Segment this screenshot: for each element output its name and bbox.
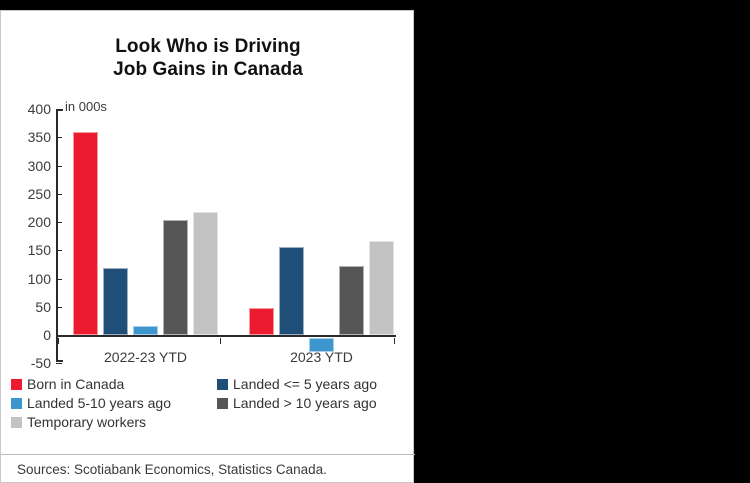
y-axis-line [56, 109, 58, 362]
y-axis-tick-label: 400 [27, 101, 51, 117]
legend-label: Landed > 10 years ago [233, 395, 377, 411]
zero-baseline [56, 335, 396, 338]
y-axis-tick-label: 100 [27, 270, 51, 287]
y-axis-tick-label: 300 [27, 157, 51, 174]
y-axis-tickmark [56, 250, 62, 252]
y-axis-tick-label: -50 [30, 355, 51, 372]
x-axis-label-2022-23-ytd: 2022-23 YTD [103, 349, 188, 365]
legend-label: Landed <= 5 years ago [233, 376, 378, 392]
bar-landed-5-years-ago-2023-ytd [279, 246, 304, 335]
y-axis-tick-label: 0 [43, 327, 51, 343]
chart-title: Look Who is Driving Job Gains in Canada [1, 35, 415, 81]
legend-item-temporary-workers: Temporary workers [11, 414, 217, 430]
legend-swatch-icon [217, 397, 228, 409]
bar-landed-5-years-ago-2022-23-ytd [103, 267, 128, 335]
bar-born-in-canada-2022-23-ytd [73, 132, 98, 335]
y-axis-tickmark [56, 165, 62, 167]
y-axis-tickmark [56, 137, 62, 139]
y-axis-tick-label: 200 [27, 214, 51, 230]
x-axis-tickmark [394, 338, 396, 344]
bar-series-group [1, 11, 415, 411]
chart-legend: Born in Canada Landed <= 5 years ago Lan… [11, 376, 409, 433]
legend-label: Landed 5-10 years ago [27, 395, 171, 411]
y-axis-tickmark [56, 193, 62, 195]
legend-row-1: Born in Canada Landed <= 5 years ago [11, 376, 409, 392]
legend-swatch-icon [11, 378, 22, 390]
y-axis-tick-label: 50 [35, 298, 51, 315]
bar-temporary-workers-2023-ytd [369, 241, 394, 335]
y-axis-tick-label: 350 [27, 129, 51, 146]
y-axis-tickmark [56, 306, 62, 308]
y-axis-tickmark [56, 222, 62, 223]
y-axis-tickmark [56, 363, 62, 365]
legend-item-landed-lte-5-years: Landed <= 5 years ago [217, 376, 407, 392]
y-axis-tickmark [56, 278, 62, 280]
bar-landed-5-10-years-ago-2023-ytd [309, 338, 334, 353]
bar-landed-5-10-years-ago-2022-23-ytd [133, 325, 158, 335]
source-divider [1, 454, 415, 455]
bar-landed-10-years-ago-2022-23-ytd [163, 220, 188, 335]
chart-title-line-2: Job Gains in Canada [113, 59, 303, 80]
legend-swatch-icon [11, 397, 22, 409]
y-axis-labels: 400 350 300 250 200 150 100 50 0 -50 [1, 11, 51, 411]
plot-area: 400 350 300 250 200 150 100 50 0 -50 2022-23 YTD 2… [1, 11, 415, 411]
legend-label: Born in Canada [27, 376, 125, 392]
legend-item-born-in-canada: Born in Canada [11, 376, 217, 392]
chart-card: Look Who is Driving Job Gains in Canada … [0, 10, 415, 483]
source-note: Sources: Scotiabank Economics, Statistic… [17, 462, 327, 477]
legend-row-2: Landed 5-10 years ago Landed > 10 years … [11, 395, 409, 411]
x-axis-label-2023-ytd: 2023 YTD [290, 349, 353, 365]
bar-temporary-workers-2022-23-ytd [193, 211, 218, 335]
y-axis-bottom-cap [56, 360, 63, 362]
y-axis-top-cap [56, 109, 63, 111]
legend-item-landed-gt-10-years: Landed > 10 years ago [217, 395, 407, 411]
legend-item-landed-5-10-years: Landed 5-10 years ago [11, 395, 217, 411]
legend-swatch-icon [11, 416, 22, 428]
chart-units-label: in 000s [65, 99, 107, 114]
legend-label: Temporary workers [27, 414, 147, 430]
legend-row-3: Temporary workers [11, 414, 409, 430]
x-axis-tickmark [58, 338, 60, 344]
chart-title-line-1: Look Who is Driving [115, 36, 301, 57]
x-axis-tickmark [220, 338, 222, 344]
legend-swatch-icon [217, 378, 228, 390]
bar-born-in-canada-2023-ytd [249, 307, 274, 335]
y-axis-tick-label: 150 [27, 242, 51, 259]
bar-landed-10-years-ago-2023-ytd [339, 266, 364, 335]
y-axis-tick-label: 250 [27, 185, 51, 202]
